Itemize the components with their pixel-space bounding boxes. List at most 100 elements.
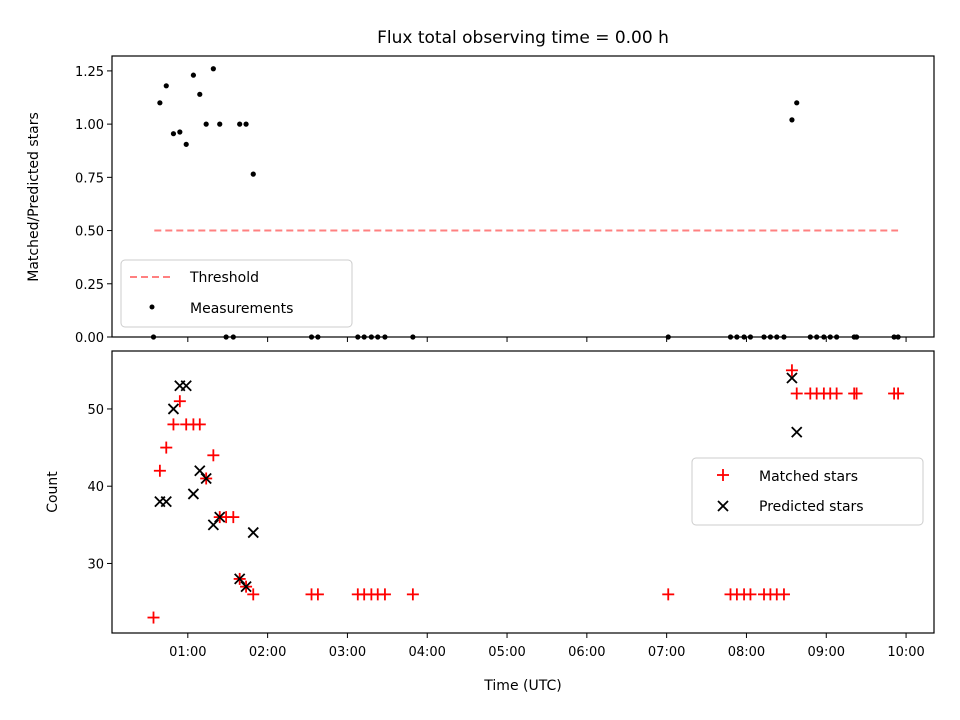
matched-star-point <box>830 387 843 400</box>
x-bar <box>167 403 180 415</box>
measurement-point <box>243 121 249 127</box>
measurement-point <box>170 131 177 137</box>
legend-matched-swatch <box>717 469 729 481</box>
y-tick-label: 0.75 <box>75 171 104 186</box>
top-legend-box <box>120 259 353 328</box>
predicted-star-point <box>167 403 180 415</box>
matched-star-point <box>227 511 240 524</box>
y-tick-label: 1.25 <box>75 65 104 80</box>
top-y-axis-label: Matched/Predicted stars <box>26 112 42 282</box>
predicted-star-point <box>160 496 172 508</box>
x-tick-label: 07:00 <box>648 645 685 660</box>
legend-measurements-swatch <box>149 304 155 310</box>
measurement-point <box>203 121 209 127</box>
y-tick-label: 0.25 <box>75 278 104 293</box>
legend-predicted-label: Predicted stars <box>759 499 864 515</box>
top-axes-frame <box>111 55 935 338</box>
x-bar <box>160 496 172 508</box>
x-tick-label: 09:00 <box>808 645 845 660</box>
legend-predicted-swatch <box>717 500 729 512</box>
x-tick-label: 05:00 <box>488 645 525 660</box>
matched-star-point <box>406 588 419 601</box>
matched-star-point <box>790 387 803 400</box>
x-bar <box>180 380 192 392</box>
x-bar <box>240 581 252 593</box>
predicted-star-point <box>180 380 192 392</box>
x-bar <box>247 526 259 539</box>
measurement-point <box>177 129 183 135</box>
matched-star-point <box>892 387 905 400</box>
matched-star-point <box>850 387 863 400</box>
measurement-point <box>210 66 216 72</box>
matched-star-point <box>247 588 260 601</box>
predicted-star-point <box>187 488 200 500</box>
measurement-point <box>217 121 223 127</box>
x-bar <box>234 573 246 585</box>
bottom-legend-box <box>691 457 924 526</box>
measurement-point <box>183 141 189 147</box>
x-bar <box>207 519 219 531</box>
x-bar <box>187 488 200 500</box>
y-tick-label: 50 <box>87 403 104 418</box>
measurement-point <box>157 100 163 106</box>
x-tick-label: 04:00 <box>408 645 445 660</box>
chart-title: Flux total observing time = 0.00 h <box>377 28 669 48</box>
measurement-point <box>794 100 800 106</box>
x-bar <box>200 472 212 485</box>
matched-star-point <box>378 588 391 601</box>
matched-star-point <box>777 588 790 601</box>
matched-star-point <box>662 588 675 601</box>
y-tick-label: 40 <box>87 480 104 495</box>
matched-star-point <box>173 395 186 408</box>
bottom-legend: Matched stars Predicted stars <box>691 457 924 526</box>
matched-star-point <box>193 418 206 431</box>
measurement-point <box>197 91 203 97</box>
y-tick-label: 1.00 <box>75 118 104 133</box>
x-bar <box>786 372 798 384</box>
measurement-point <box>163 83 169 89</box>
predicted-star-point <box>207 519 219 531</box>
predicted-star-point <box>786 372 798 384</box>
bottom-plot-area: 30 40 50 01:00 02:00 03:00 04:00 05:00 06:00 07:0… <box>87 364 925 660</box>
x-bar <box>194 465 206 477</box>
y-tick-label: 30 <box>87 557 104 572</box>
matched-star-point <box>167 418 180 431</box>
matched-star-point <box>160 441 173 454</box>
x-axis-label: Time (UTC) <box>483 678 561 694</box>
measurement-point <box>190 72 197 78</box>
predicted-star-point <box>234 573 246 585</box>
predicted-star-point <box>194 465 206 477</box>
y-tick-label: 0.00 <box>75 331 104 346</box>
matched-star-point <box>147 611 160 624</box>
x-tick-label: 06:00 <box>568 645 605 660</box>
predicted-star-point <box>214 511 226 523</box>
matched-star-point <box>311 588 324 601</box>
x-tick-label: 01:00 <box>169 645 206 660</box>
bottom-axes-frame <box>111 350 935 634</box>
y-tick-label: 0.50 <box>75 225 104 240</box>
measurement-point <box>789 117 795 123</box>
bottom-y-axis-label: Count <box>45 471 61 513</box>
x-bar <box>214 511 226 523</box>
top-legend: Threshold Measurements <box>120 259 353 328</box>
matched-star-point <box>153 464 166 477</box>
predicted-star-point <box>791 426 803 438</box>
legend-measurements-label: Measurements <box>190 301 293 317</box>
legend-threshold-label: Threshold <box>189 270 259 286</box>
predicted-star-point <box>240 581 252 593</box>
predicted-star-point <box>200 472 212 485</box>
x-tick-label: 10:00 <box>887 645 924 660</box>
x-tick-label: 03:00 <box>329 645 366 660</box>
legend-matched-label: Matched stars <box>759 469 858 485</box>
top-plot-area: 0.00 0.25 0.50 0.75 1.00 1.25 <box>75 65 907 346</box>
matched-star-point <box>207 449 220 462</box>
x-tick-label: 08:00 <box>728 645 765 660</box>
predicted-star-point <box>247 526 259 539</box>
x-bar <box>791 426 803 438</box>
matched-star-point <box>744 588 757 601</box>
measurement-point <box>250 171 256 177</box>
x-tick-label: 02:00 <box>249 645 286 660</box>
measurement-point <box>237 121 243 127</box>
matched-star-point <box>785 364 798 377</box>
